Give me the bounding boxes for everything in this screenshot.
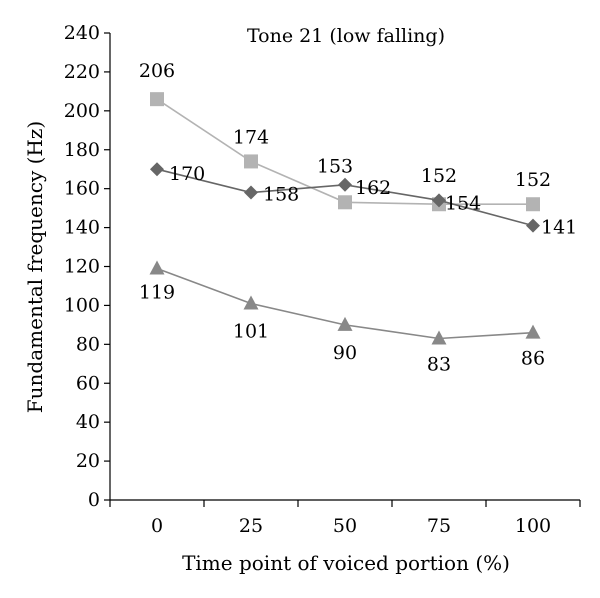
y-axis-label: Fundamental frequency (Hz) [23, 121, 47, 413]
square-marker [150, 92, 164, 107]
y-tick-label: 40 [76, 411, 100, 433]
diamond-marker [244, 185, 258, 200]
triangle-marker [149, 260, 165, 275]
y-tick-label: 200 [64, 100, 100, 122]
data-label: 141 [541, 217, 577, 239]
y-tick-label: 160 [64, 178, 100, 200]
diamond-marker [150, 162, 164, 177]
y-tick-label: 120 [64, 256, 100, 278]
data-label: 152 [421, 165, 457, 187]
y-tick-label: 0 [88, 489, 100, 511]
square-marker [338, 195, 352, 210]
y-tick-label: 100 [64, 294, 100, 316]
data-label: 174 [233, 126, 269, 148]
data-label: 152 [515, 169, 551, 191]
data-label: 83 [427, 353, 451, 375]
diamond-marker [338, 177, 352, 192]
data-label: 170 [169, 163, 205, 185]
data-label: 101 [233, 320, 269, 342]
series-triangle [149, 260, 541, 345]
y-tick-label: 80 [76, 333, 100, 355]
series-square [150, 92, 540, 212]
x-tick-label: 50 [333, 515, 357, 537]
y-tick-label: 140 [64, 217, 100, 239]
chart-title: Tone 21 (low falling) [247, 25, 445, 47]
triangle-marker [337, 316, 353, 331]
series-group [149, 92, 541, 345]
y-tick-label: 60 [76, 372, 100, 394]
data-label: 162 [355, 177, 391, 199]
x-tick-label: 25 [239, 515, 263, 537]
y-tick-label: 180 [64, 139, 100, 161]
x-tick-label: 100 [515, 515, 551, 537]
data-label: 206 [139, 60, 175, 82]
data-label: 119 [139, 281, 175, 303]
y-tick-label: 240 [64, 22, 100, 44]
data-label: 90 [333, 342, 357, 364]
x-axis-label: Time point of voiced portion (%) [182, 551, 510, 575]
series-diamond [150, 162, 540, 233]
triangle-marker [431, 330, 447, 345]
triangle-marker [525, 324, 541, 339]
data-label: 154 [445, 192, 481, 214]
data-label: 158 [263, 184, 299, 206]
square-marker [244, 154, 258, 169]
y-tick-label: 220 [64, 61, 100, 83]
triangle-marker [243, 295, 259, 310]
data-label: 86 [521, 348, 545, 370]
data-label: 153 [317, 155, 353, 177]
diamond-marker [526, 218, 540, 233]
diamond-marker [432, 193, 446, 208]
axes: 0 20 40 60 80 100 120 140 160 180 200 220 240 0 25 50 75… [64, 22, 581, 537]
x-tick-label: 75 [427, 515, 451, 537]
data-labels: 206 174 153 152 152 170 158 162 154 141 119 101 90 83… [139, 60, 577, 375]
square-marker [526, 197, 540, 212]
y-tick-label: 20 [76, 450, 100, 472]
x-tick-label: 0 [151, 515, 163, 537]
